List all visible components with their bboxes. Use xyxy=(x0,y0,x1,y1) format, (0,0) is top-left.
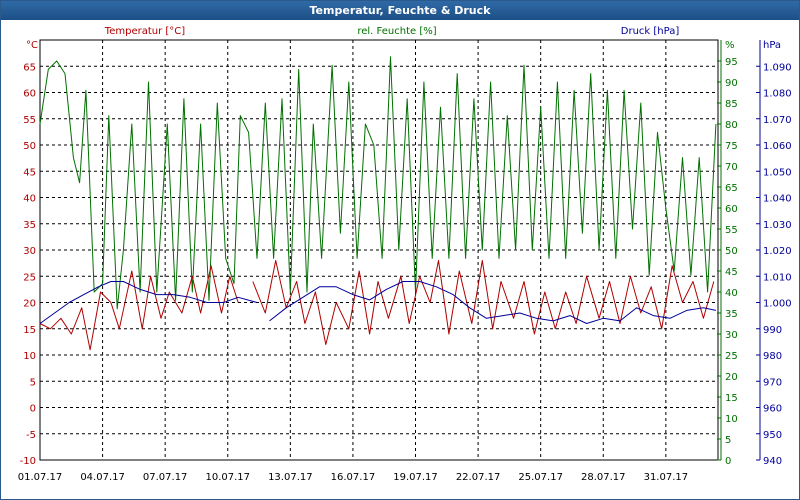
humidity-tick-label: 45 xyxy=(725,267,738,278)
temperature-tick-label: 25 xyxy=(23,272,36,283)
humidity-tick-label: 30 xyxy=(725,330,738,341)
humidity-tick-label: 10 xyxy=(725,414,738,425)
temperature-tick-label: 55 xyxy=(23,115,36,126)
x-tick-label: 31.07.17 xyxy=(644,472,689,483)
window-title: Temperatur, Feuchte & Druck xyxy=(309,4,491,17)
grid xyxy=(40,40,718,461)
humidity-line xyxy=(39,56,717,310)
temperature-tick-label: 15 xyxy=(23,325,36,336)
humidity-tick-label: 75 xyxy=(725,141,738,152)
pressure-tick-label: 970 xyxy=(763,377,782,388)
x-tick-label: 10.07.17 xyxy=(205,472,250,483)
temperature-tick-label: 35 xyxy=(23,220,36,231)
humidity-tick-label: 20 xyxy=(725,372,738,383)
x-tick-label: 01.07.17 xyxy=(18,472,63,483)
pressure-unit-label: hPa xyxy=(763,40,781,51)
humidity-tick-label: 95 xyxy=(725,57,738,68)
x-tick-label: 04.07.17 xyxy=(80,472,125,483)
temperature-tick-label: 0 xyxy=(30,404,36,415)
temperature-tick-label: 60 xyxy=(23,89,36,100)
pressure-tick-label: 1.050 xyxy=(763,167,792,178)
temperature-tick-label: 50 xyxy=(23,141,36,152)
pressure-tick-label: 990 xyxy=(763,325,782,336)
temperature-tick-label: -10 xyxy=(20,456,36,467)
x-tick-label: 16.07.17 xyxy=(331,472,376,483)
humidity-tick-label: 0 xyxy=(725,456,731,467)
humidity-tick-label: 5 xyxy=(725,435,731,446)
pressure-tick-label: 960 xyxy=(763,404,782,415)
x-tick-label: 19.07.17 xyxy=(393,472,438,483)
temperature-tick-label: 45 xyxy=(23,167,36,178)
temperature-tick-label: 5 xyxy=(30,377,36,388)
humidity-tick-label: 80 xyxy=(725,120,738,131)
pressure-tick-label: 1.060 xyxy=(763,141,792,152)
pressure-line xyxy=(39,281,717,324)
humidity-tick-label: 50 xyxy=(725,246,738,257)
pressure-legend: Druck [hPa] xyxy=(621,26,680,37)
title-bar: Temperatur, Feuchte & Druck xyxy=(1,1,799,20)
pressure-tick-label: 1.080 xyxy=(763,89,792,100)
humidity-tick-label: 40 xyxy=(725,288,738,299)
pressure-tick-label: 980 xyxy=(763,351,782,362)
temperature-tick-label: 40 xyxy=(23,194,36,205)
pressure-tick-label: 1.020 xyxy=(763,246,792,257)
humidity-tick-label: 65 xyxy=(725,183,738,194)
pressure-tick-label: 940 xyxy=(763,456,782,467)
x-tick-label: 25.07.17 xyxy=(518,472,563,483)
humidity-unit-label: % xyxy=(725,40,735,51)
humidity-tick-label: 55 xyxy=(725,225,738,236)
temperature-tick-label: 65 xyxy=(23,62,36,73)
pressure-tick-label: 950 xyxy=(763,430,782,441)
temperature-tick-label: -5 xyxy=(26,430,36,441)
humidity-tick-label: 70 xyxy=(725,162,738,173)
temperature-line xyxy=(39,260,715,351)
temperature-tick-label: 20 xyxy=(23,299,36,310)
x-tick-label: 07.07.17 xyxy=(143,472,188,483)
humidity-tick-label: 90 xyxy=(725,78,738,89)
humidity-tick-label: 60 xyxy=(725,204,738,215)
temperature-tick-label: 10 xyxy=(23,351,36,362)
temperature-unit-label: °C xyxy=(26,40,38,51)
x-tick-label: 28.07.17 xyxy=(581,472,626,483)
x-tick-label: 22.07.17 xyxy=(456,472,501,483)
series-layer xyxy=(39,56,717,351)
humidity-legend: rel. Feuchte [%] xyxy=(357,26,436,37)
temperature-tick-label: 30 xyxy=(23,246,36,257)
pressure-tick-label: 1.040 xyxy=(763,194,792,205)
humidity-tick-label: 25 xyxy=(725,351,738,362)
humidity-tick-label: 15 xyxy=(725,393,738,404)
x-tick-label: 13.07.17 xyxy=(268,472,313,483)
humidity-tick-label: 35 xyxy=(725,309,738,320)
pressure-tick-label: 1.010 xyxy=(763,272,792,283)
temperature-legend: Temperatur [°C] xyxy=(104,26,185,37)
pressure-tick-label: 1.030 xyxy=(763,220,792,231)
humidity-tick-label: 85 xyxy=(725,99,738,110)
pressure-tick-label: 1.070 xyxy=(763,115,792,126)
pressure-tick-label: 1.000 xyxy=(763,299,792,310)
pressure-tick-label: 1.090 xyxy=(763,62,792,73)
